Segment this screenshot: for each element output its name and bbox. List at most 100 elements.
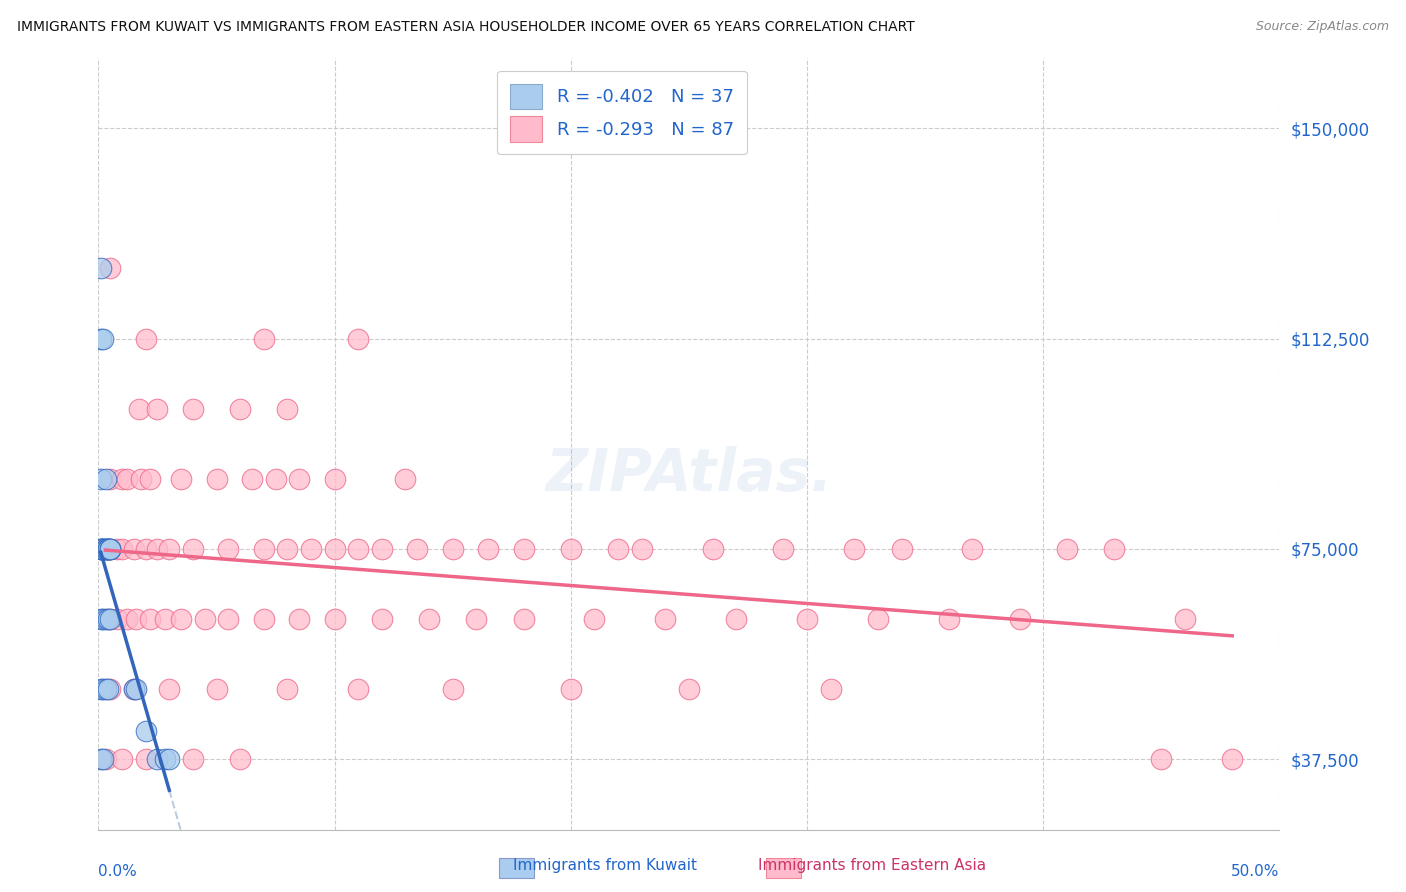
Point <box>465 612 488 626</box>
Point <box>1102 541 1125 556</box>
Point <box>90 472 112 486</box>
Point <box>654 612 676 626</box>
Point <box>157 682 180 697</box>
Point <box>477 541 499 556</box>
Point <box>560 682 582 697</box>
Point <box>157 541 180 556</box>
Point <box>347 332 370 346</box>
Point <box>139 472 162 486</box>
Point <box>938 612 960 626</box>
Point <box>122 682 145 697</box>
Point <box>229 401 252 416</box>
Point <box>394 472 416 486</box>
Point <box>122 682 145 697</box>
Point <box>125 612 148 626</box>
Point <box>97 541 120 556</box>
Point <box>125 682 148 697</box>
Point <box>135 724 157 739</box>
Point <box>217 541 239 556</box>
Point <box>441 682 464 697</box>
Point <box>194 612 217 626</box>
Point <box>866 612 889 626</box>
Point <box>725 612 748 626</box>
Point <box>90 682 112 697</box>
Point <box>205 682 228 697</box>
Point <box>170 472 193 486</box>
Point <box>253 612 276 626</box>
Point <box>181 401 204 416</box>
Point <box>115 612 138 626</box>
Point <box>98 612 121 626</box>
Point <box>94 541 117 556</box>
Point <box>820 682 842 697</box>
Point <box>1056 541 1078 556</box>
Point <box>371 541 394 556</box>
Point <box>371 612 394 626</box>
Point <box>94 682 117 697</box>
Point <box>91 752 114 766</box>
Point <box>94 541 117 556</box>
Point <box>607 541 630 556</box>
Point <box>128 401 150 416</box>
Point <box>229 752 252 766</box>
Point <box>323 541 346 556</box>
Point <box>98 541 121 556</box>
Point <box>323 612 346 626</box>
Point <box>962 541 984 556</box>
Point <box>170 612 193 626</box>
Point <box>122 541 145 556</box>
Point <box>90 541 112 556</box>
Point <box>98 682 121 697</box>
Point <box>1174 612 1197 626</box>
Point <box>890 541 912 556</box>
Point <box>90 541 112 556</box>
Point <box>181 541 204 556</box>
Point <box>418 612 440 626</box>
Point <box>97 612 120 626</box>
Point <box>772 541 794 556</box>
Text: ZIPAtlas.: ZIPAtlas. <box>546 446 832 503</box>
Point <box>288 472 311 486</box>
Point <box>98 472 121 486</box>
Text: Immigrants from Eastern Asia: Immigrants from Eastern Asia <box>758 858 986 872</box>
Point <box>98 541 121 556</box>
Point <box>111 752 134 766</box>
Point <box>796 612 818 626</box>
Point <box>253 541 276 556</box>
Point <box>630 541 652 556</box>
Point <box>299 541 322 556</box>
Point <box>91 332 114 346</box>
Point <box>90 261 112 276</box>
Point <box>217 612 239 626</box>
Point <box>347 682 370 697</box>
Point <box>560 541 582 556</box>
Point <box>205 472 228 486</box>
Point <box>91 541 114 556</box>
Point <box>512 541 534 556</box>
Point <box>240 472 263 486</box>
Point <box>139 612 162 626</box>
Text: 0.0%: 0.0% <box>98 863 138 879</box>
Point <box>91 682 114 697</box>
Point <box>264 472 287 486</box>
Point <box>97 541 120 556</box>
Point <box>347 541 370 556</box>
Point <box>146 401 169 416</box>
Point <box>153 612 176 626</box>
Point <box>1220 752 1243 766</box>
Point <box>105 541 128 556</box>
Point <box>90 752 112 766</box>
Text: Immigrants from Kuwait: Immigrants from Kuwait <box>513 858 696 872</box>
Point <box>512 612 534 626</box>
Point <box>90 612 112 626</box>
Point <box>146 752 169 766</box>
Point <box>90 332 112 346</box>
Point <box>441 541 464 556</box>
Point <box>111 541 134 556</box>
Point <box>90 541 112 556</box>
Point <box>678 682 700 697</box>
Text: 50.0%: 50.0% <box>1232 863 1279 879</box>
Point <box>276 682 298 697</box>
Text: IMMIGRANTS FROM KUWAIT VS IMMIGRANTS FROM EASTERN ASIA HOUSEHOLDER INCOME OVER 6: IMMIGRANTS FROM KUWAIT VS IMMIGRANTS FRO… <box>17 20 915 34</box>
Point <box>94 612 117 626</box>
